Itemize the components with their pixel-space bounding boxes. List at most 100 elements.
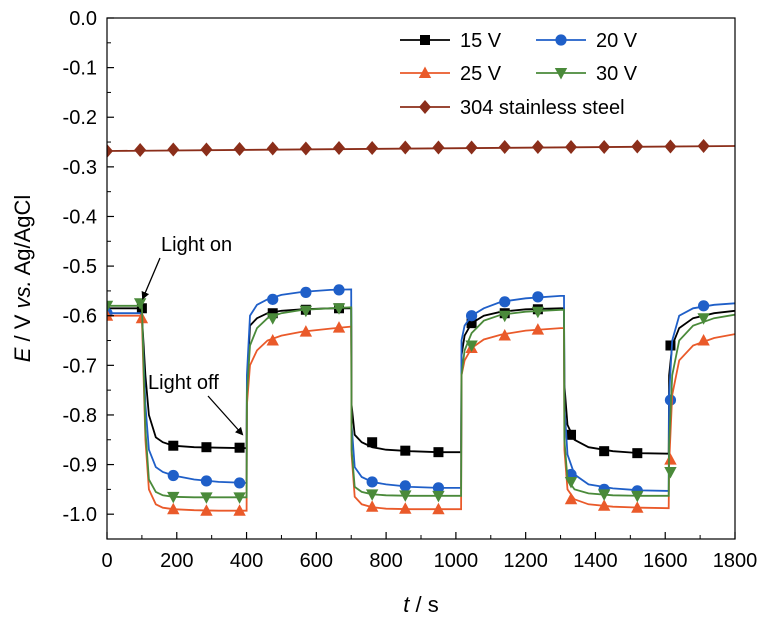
y-axis-unit: / V [10,308,35,347]
data-point [665,340,676,351]
legend-swatch-marker [555,34,567,46]
data-point [266,334,279,346]
plot-frame [106,17,736,540]
y-tick-label: 0.0 [69,8,97,30]
legend-swatch-marker [420,35,430,45]
legend-label: 25 V [460,63,502,85]
data-point [107,143,113,158]
data-point [531,323,545,335]
data-point [366,141,379,156]
legend-item: 30 V [536,63,638,85]
data-point [233,504,246,516]
annotation-arrow [207,395,244,436]
y-tick-label: -0.8 [63,405,97,427]
y-tick-label: -0.2 [63,107,97,129]
x-tick-label: 200 [160,550,193,572]
data-point [597,489,611,501]
data-point [367,437,378,448]
data-point [631,139,644,154]
series-line [107,288,735,492]
x-tick-label: 1400 [573,550,618,572]
data-point [465,340,478,352]
legend-label: 304 stainless steel [460,97,625,119]
y-tick-label: -0.9 [63,455,97,477]
data-point [432,140,445,155]
legend-label: 30 V [596,63,638,85]
x-tick-label: 800 [369,550,402,572]
data-point [266,313,279,325]
x-tick-label: 0 [101,550,112,572]
data-point [200,142,213,157]
data-point [200,504,213,516]
legend-item: 20 V [536,30,638,52]
data-point [498,140,511,155]
data-point [432,482,445,494]
x-tick-label: 1200 [503,550,548,572]
x-axis-label: t / s [403,592,438,617]
data-point [167,142,180,157]
series-line [107,304,735,499]
data-point [564,476,578,489]
data-point [167,502,180,515]
data-point [399,490,412,502]
y-tick-label: -0.5 [63,256,97,278]
data-point [299,141,312,156]
data-point [498,329,511,341]
y-axis-vs: vs. [10,280,35,308]
data-point [498,310,511,323]
data-point [432,502,445,515]
legend-label: 15 V [460,30,502,52]
data-point [599,446,610,457]
data-point [332,321,346,333]
series-line [107,307,735,455]
y-axis-variable: E [10,347,35,362]
legend-label: 20 V [596,30,638,52]
data-point [631,490,644,503]
data-point [167,491,180,504]
data-point [201,442,212,453]
data-point [664,453,677,465]
x-axis-variable: t [403,592,410,617]
data-point [632,448,643,459]
y-tick-label: -0.4 [63,206,97,228]
data-point [300,286,312,298]
data-point [333,141,346,156]
data-point [266,141,279,156]
data-point [697,139,710,154]
data-point [399,480,411,492]
data-point [597,499,611,511]
y-tick-label: -0.1 [63,58,97,80]
data-point [532,291,544,303]
data-point [598,140,611,155]
data-point [565,140,578,155]
legend-item: 15 V [400,30,502,52]
data-point [697,334,710,346]
data-point [133,298,147,310]
legend-swatch-marker [418,66,432,78]
annotations: Light on Light off [141,234,244,436]
data-point [399,502,412,514]
series-3 [107,309,735,516]
data-point [664,467,677,479]
data-point [332,303,346,315]
data-point [466,318,477,329]
data-point [566,429,577,440]
data-point [399,140,412,155]
legend-item: 25 V [400,63,502,85]
data-point [432,490,445,503]
x-tick-label: 400 [230,550,263,572]
annotation-label: Light on [161,234,232,256]
data-point [465,310,478,322]
x-axis-unit: / s [409,592,438,617]
series-line [107,314,735,512]
y-axis-label: E / V vs. Ag/AgCl [10,195,35,363]
data-point [531,306,545,319]
y-tick-label: -0.3 [63,157,97,179]
data-point [299,325,313,337]
data-point [564,492,578,505]
legend-swatch-marker [419,100,431,114]
annotation-label: Light off [148,372,219,394]
x-tick-label: 1000 [434,550,479,572]
data-point [365,489,379,501]
